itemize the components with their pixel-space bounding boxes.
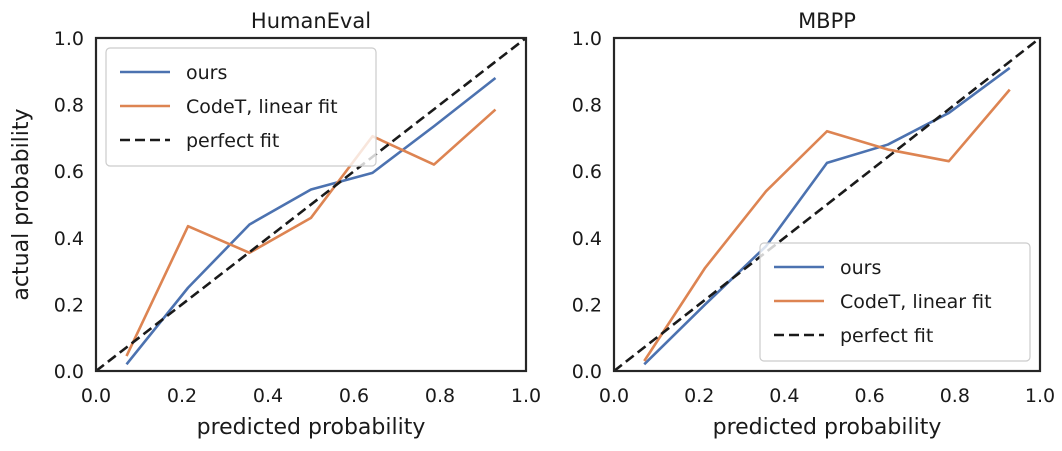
x-tick-label: 0.0 <box>599 385 629 407</box>
series-codet-linear-fit-line <box>643 88 1011 362</box>
x-tick-label: 0.2 <box>167 385 197 407</box>
y-tick-label: 1.0 <box>54 28 84 50</box>
y-tick-label: 0.2 <box>572 294 602 316</box>
legend-box <box>759 242 1031 362</box>
y-tick-label: 0.2 <box>54 294 84 316</box>
plot-area <box>96 38 526 371</box>
humaneval-panel: HumanEval 0.0 0.2 0.4 0.6 0.8 1.0 0.0 0.2 0.4 0.6 0… <box>9 9 541 440</box>
x-axis-label: predicted probability <box>713 415 942 440</box>
legend: ours CodeT, linear fit perfect fit <box>759 242 1031 362</box>
x-tick-label: 0.2 <box>684 385 714 407</box>
x-tick-label: 0.8 <box>940 385 970 407</box>
x-tick-label: 0.6 <box>854 385 884 407</box>
y-tick-label: 0.0 <box>54 361 84 383</box>
x-tick-label: 0.8 <box>425 385 455 407</box>
y-tick-label: 0.4 <box>54 228 84 250</box>
plot-frame <box>612 36 1042 373</box>
legend-entry-label: ours <box>840 257 881 279</box>
plot-area <box>614 38 1040 371</box>
y-tick-label: 0.0 <box>572 361 602 383</box>
y-tick-label: 0.6 <box>54 161 84 183</box>
chart-title: MBPP <box>798 9 856 33</box>
legend-box <box>105 47 377 167</box>
plot-frame <box>94 36 528 373</box>
y-axis-label: actual probability <box>9 108 34 300</box>
x-axis-label: predicted probability <box>197 415 426 440</box>
x-tick-label: 0.0 <box>81 385 111 407</box>
x-tick-label: 1.0 <box>1025 385 1055 407</box>
series-perfect-fit-line <box>614 38 1040 371</box>
legend-entry-label: perfect fit <box>186 130 279 152</box>
series-ours-line <box>643 66 1011 366</box>
y-tick-label: 0.4 <box>572 228 602 250</box>
x-tick-label: 0.4 <box>769 385 799 407</box>
legend-entry-label: CodeT, linear fit <box>186 96 338 118</box>
legend-entry-label: ours <box>186 62 227 84</box>
mbpp-panel: MBPP 0.0 0.2 0.4 0.6 0.8 1.0 0.0 0.2 0.4 0.6 0.8 1.0… <box>572 9 1055 440</box>
legend: ours CodeT, linear fit perfect fit <box>105 47 377 167</box>
series-perfect-fit-line <box>96 38 526 371</box>
chart-title: HumanEval <box>251 9 371 33</box>
x-tick-label: 0.4 <box>253 385 283 407</box>
y-tick-label: 0.8 <box>572 95 602 117</box>
y-tick-label: 1.0 <box>572 28 602 50</box>
x-tick-label: 0.6 <box>339 385 369 407</box>
x-tick-label: 1.0 <box>511 385 541 407</box>
legend-entry-label: CodeT, linear fit <box>840 291 992 313</box>
legend-entry-label: perfect fit <box>840 325 933 347</box>
series-codet-linear-fit-line <box>125 108 497 357</box>
y-tick-label: 0.6 <box>572 161 602 183</box>
y-tick-label: 0.8 <box>54 95 84 117</box>
series-ours-line <box>125 76 497 366</box>
